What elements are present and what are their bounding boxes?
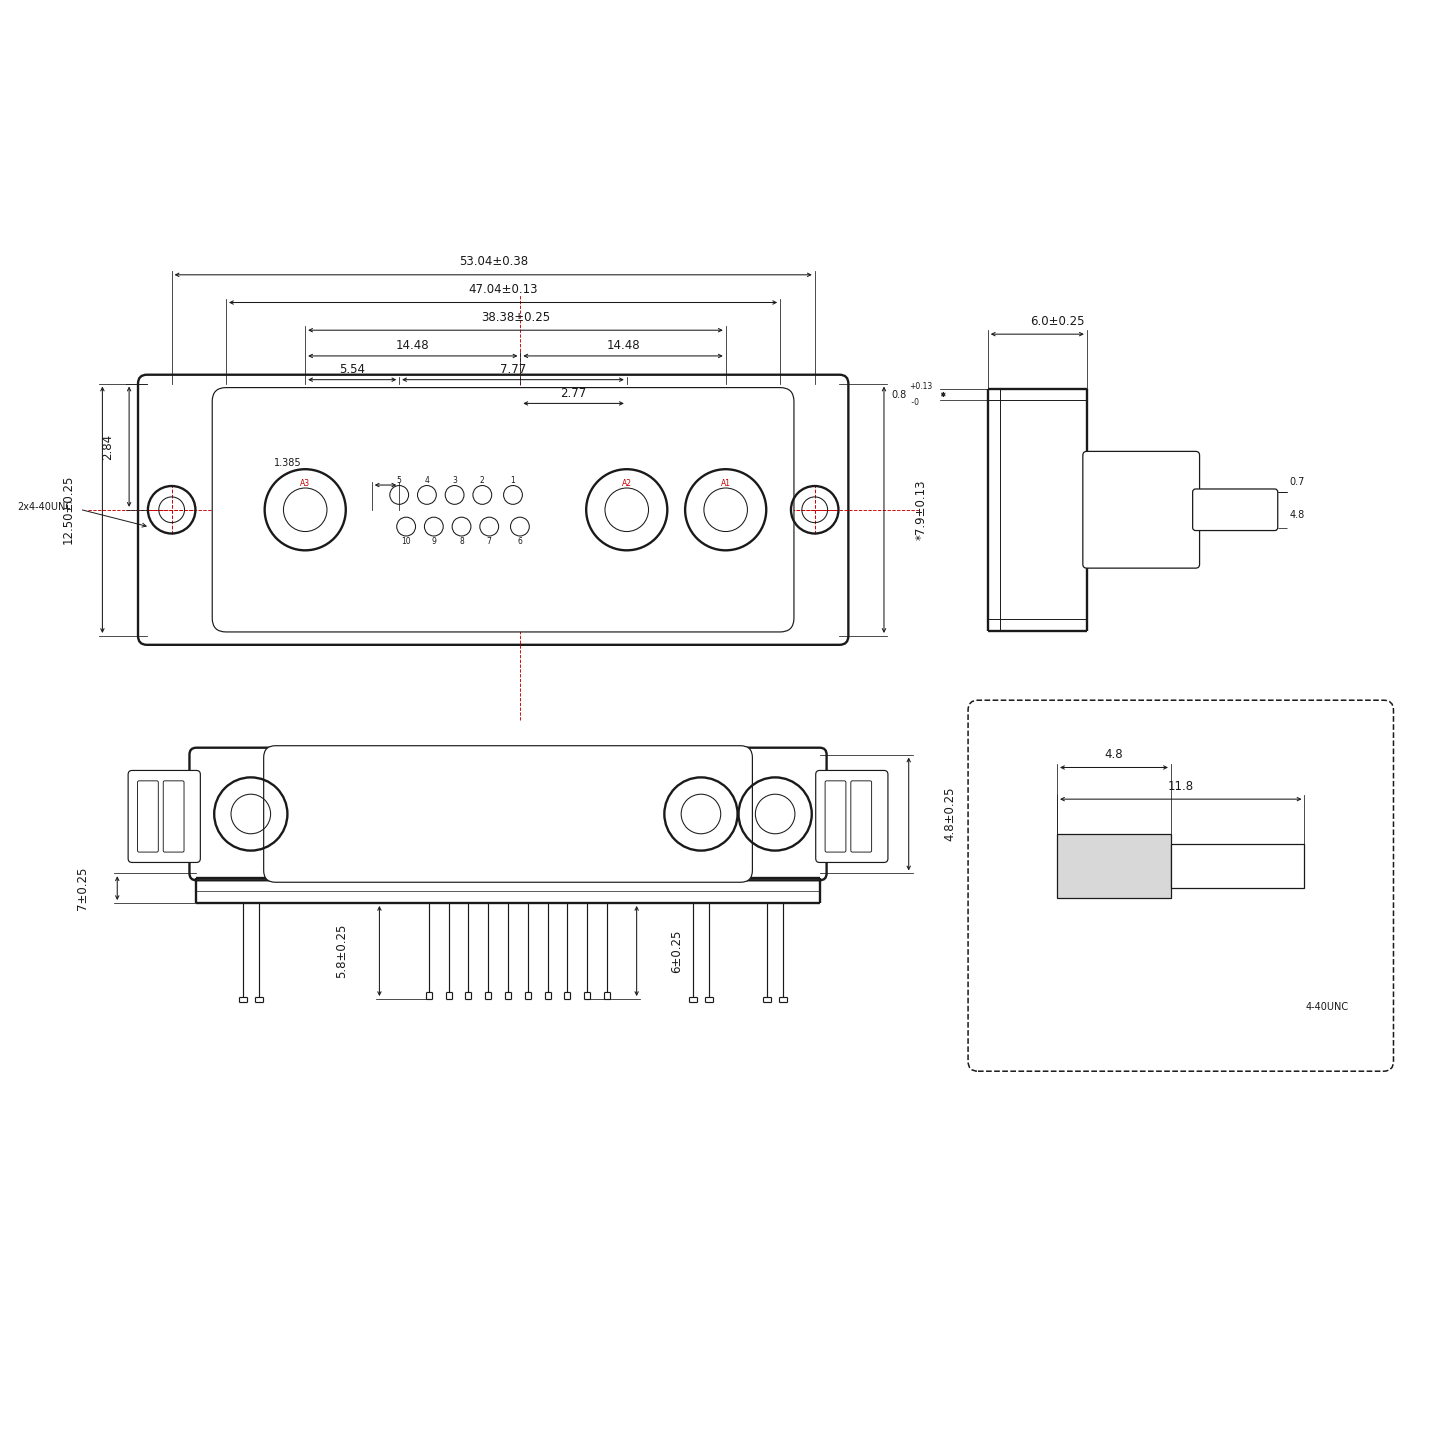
Text: 7.77: 7.77 (500, 363, 526, 376)
FancyBboxPatch shape (212, 387, 793, 632)
Text: 14.48: 14.48 (606, 338, 639, 351)
Text: 2: 2 (480, 477, 485, 485)
Text: 4.8±0.25: 4.8±0.25 (943, 786, 956, 841)
Text: 4.8: 4.8 (1104, 749, 1123, 762)
Text: A3: A3 (300, 478, 310, 488)
Text: *7.9±0.13: *7.9±0.13 (914, 480, 927, 540)
Text: 8: 8 (459, 537, 464, 546)
Text: 5.54: 5.54 (340, 363, 366, 376)
Text: 6: 6 (517, 537, 523, 546)
Text: 1.385: 1.385 (274, 458, 301, 468)
Text: 47.04±0.13: 47.04±0.13 (468, 284, 537, 297)
FancyBboxPatch shape (128, 770, 200, 863)
FancyBboxPatch shape (163, 780, 184, 852)
FancyBboxPatch shape (1171, 844, 1305, 887)
Text: 0.7: 0.7 (1290, 477, 1305, 487)
FancyBboxPatch shape (138, 780, 158, 852)
Text: 4.8: 4.8 (1290, 510, 1305, 520)
Text: A1: A1 (720, 478, 730, 488)
FancyBboxPatch shape (815, 770, 888, 863)
FancyBboxPatch shape (1083, 451, 1200, 569)
Text: 2.84: 2.84 (101, 433, 114, 459)
Text: 2x4-40UNC: 2x4-40UNC (17, 503, 73, 513)
FancyBboxPatch shape (138, 374, 848, 645)
Text: 5: 5 (397, 477, 402, 485)
Text: 2.77: 2.77 (560, 387, 586, 400)
Text: 38.38±0.25: 38.38±0.25 (481, 311, 550, 324)
Text: 4-40UNC: 4-40UNC (1306, 1002, 1349, 1012)
FancyBboxPatch shape (1192, 490, 1277, 530)
Text: 0.8: 0.8 (891, 389, 906, 399)
FancyBboxPatch shape (264, 746, 752, 883)
Text: -0: -0 (909, 397, 919, 408)
Text: 4: 4 (425, 477, 429, 485)
FancyBboxPatch shape (190, 747, 827, 880)
Text: 14.48: 14.48 (396, 338, 429, 351)
Text: 5.8±0.25: 5.8±0.25 (336, 924, 348, 978)
Text: Lightany: Lightany (418, 763, 598, 805)
Text: 53.04±0.38: 53.04±0.38 (458, 255, 527, 268)
FancyBboxPatch shape (968, 700, 1394, 1071)
Text: 10: 10 (402, 537, 410, 546)
Text: 11.8: 11.8 (1168, 780, 1194, 793)
Text: +0.13: +0.13 (909, 382, 932, 392)
Text: 7±0.25: 7±0.25 (76, 867, 89, 910)
Text: 9: 9 (432, 537, 436, 546)
Text: 6±0.25: 6±0.25 (670, 929, 683, 972)
FancyBboxPatch shape (851, 780, 871, 852)
Text: 7: 7 (487, 537, 491, 546)
Text: 1: 1 (511, 477, 516, 485)
FancyBboxPatch shape (1057, 834, 1171, 899)
Text: 6.0±0.25: 6.0±0.25 (1030, 315, 1084, 328)
Text: 12.50±0.25: 12.50±0.25 (62, 475, 75, 544)
FancyBboxPatch shape (825, 780, 845, 852)
Text: 3: 3 (452, 477, 456, 485)
Text: A2: A2 (622, 478, 632, 488)
